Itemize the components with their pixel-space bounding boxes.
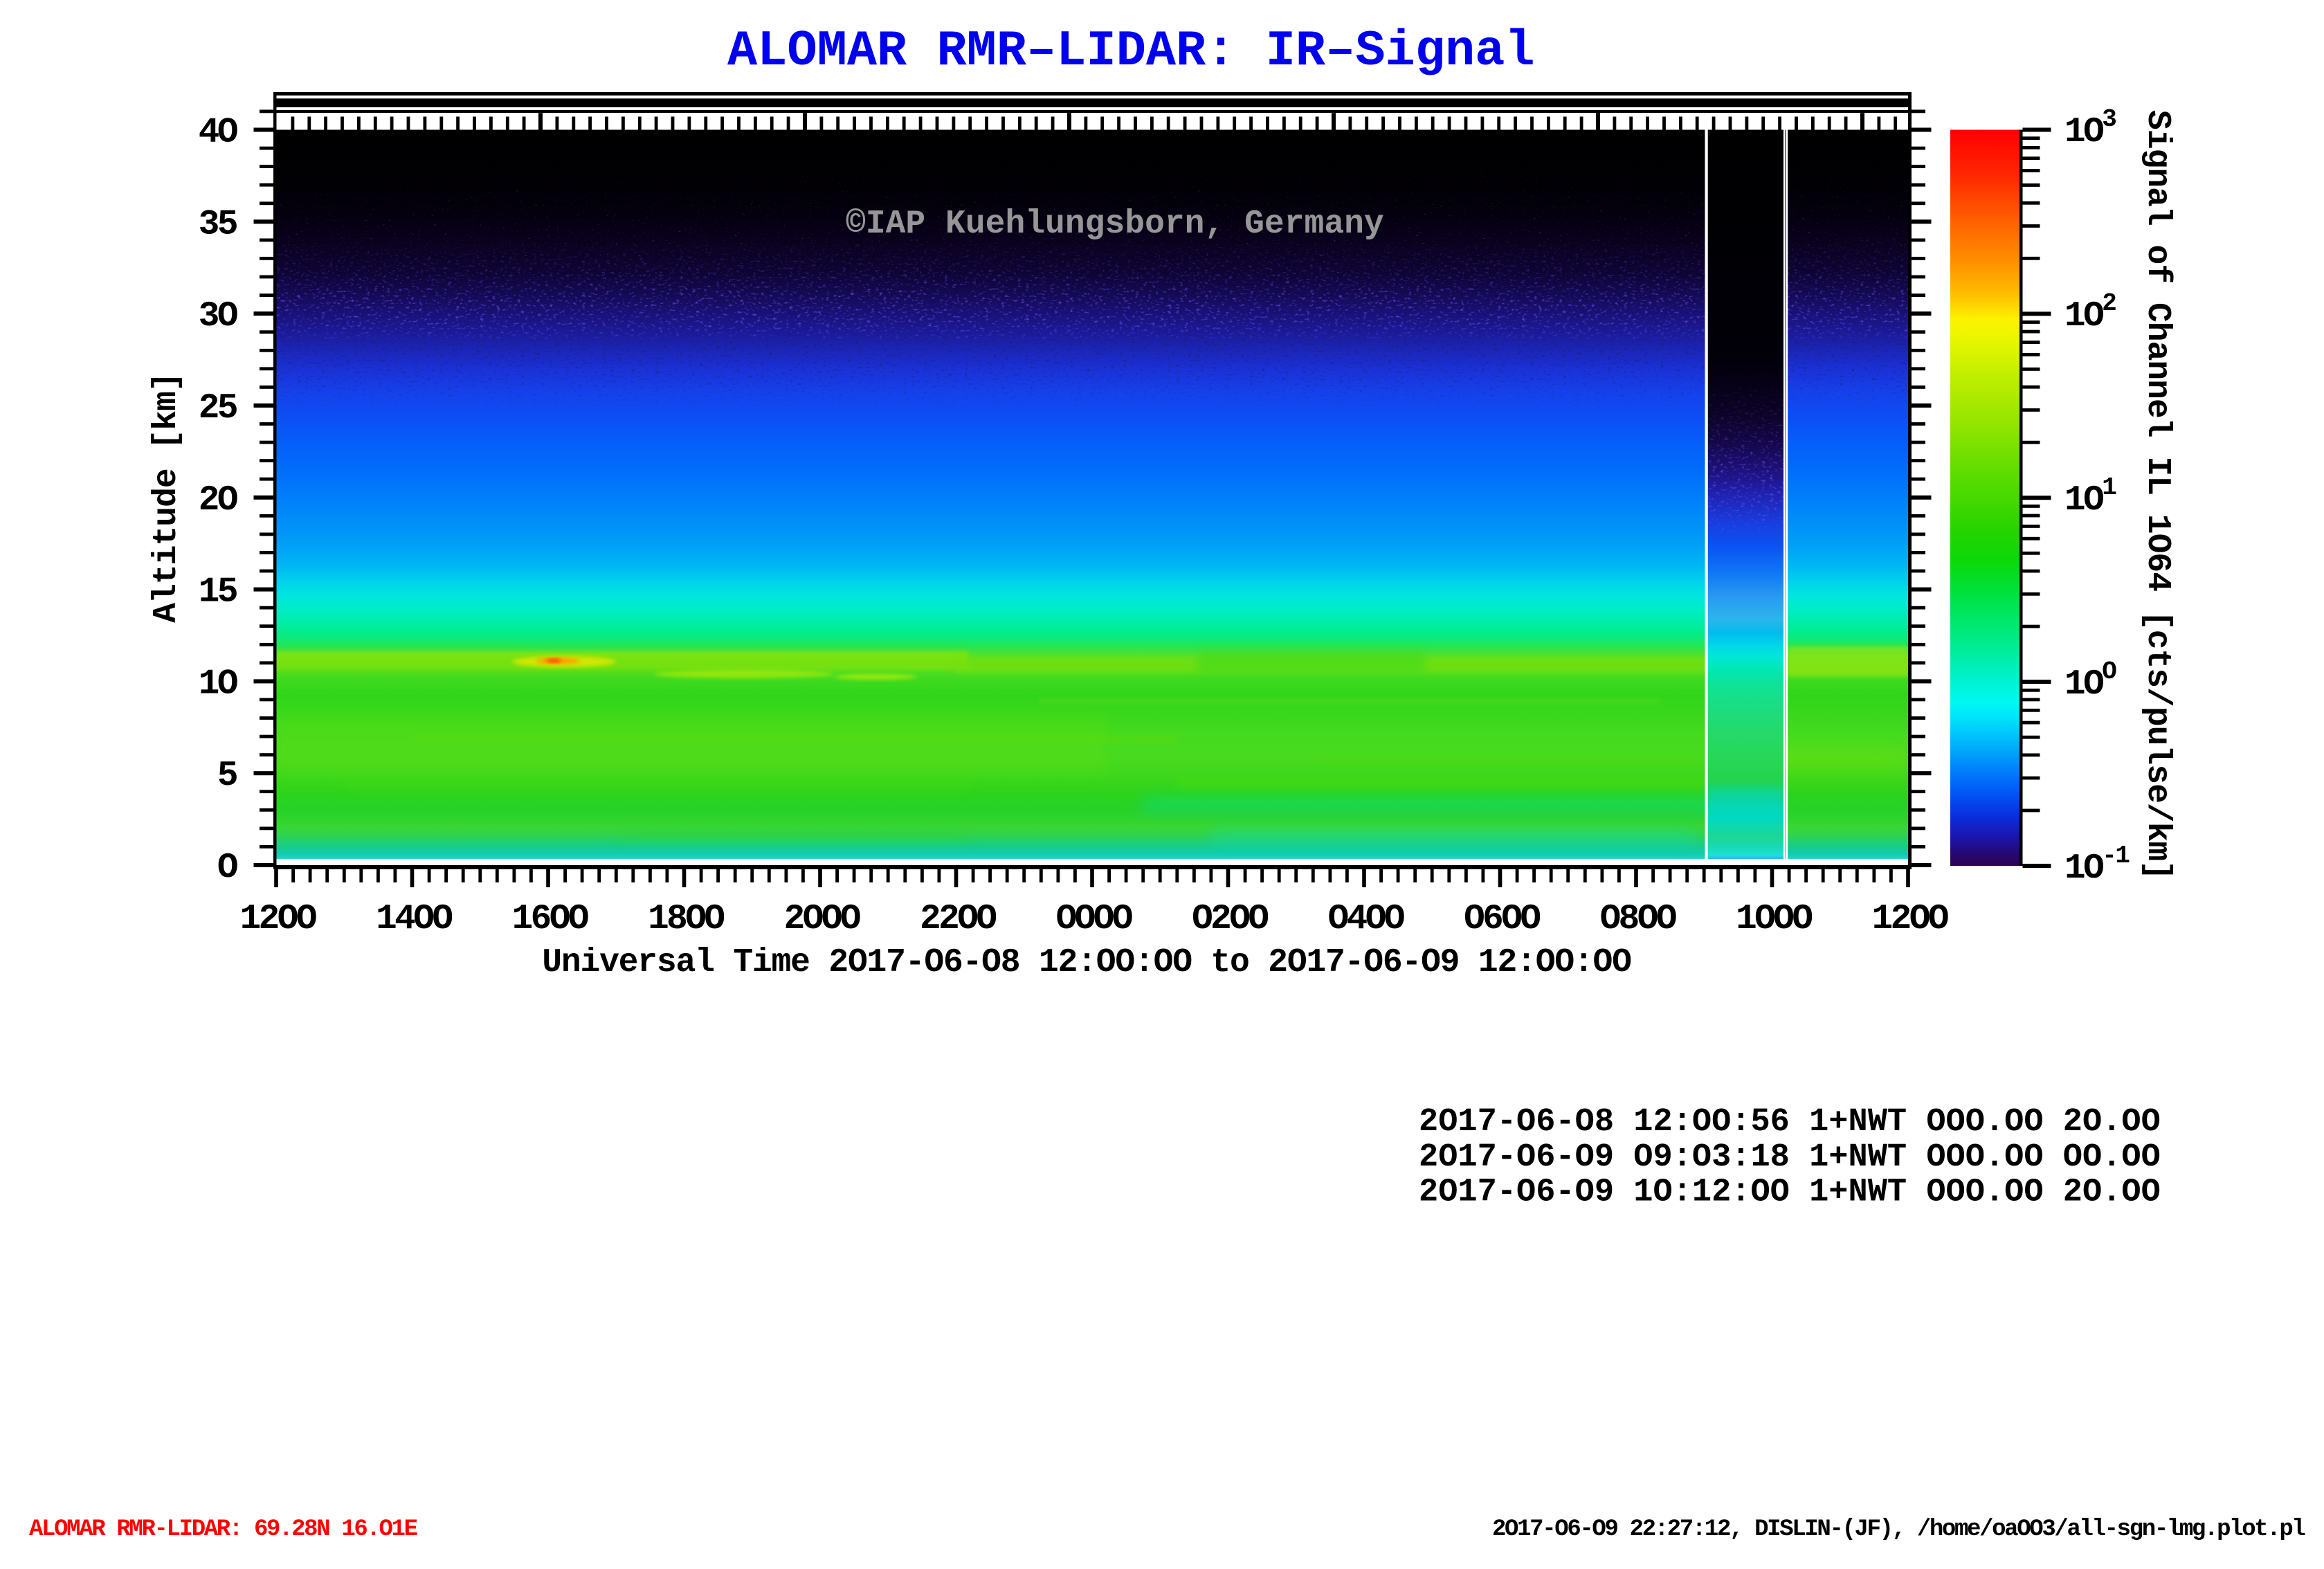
svg-text:O6OO: O6OO xyxy=(1464,900,1540,939)
svg-text:O8OO: O8OO xyxy=(1600,900,1676,939)
svg-text:35: 35 xyxy=(199,205,237,244)
svg-text:OOOO: OOOO xyxy=(1056,900,1132,939)
svg-text:25: 25 xyxy=(199,389,237,428)
svg-text:1OOO: 1OOO xyxy=(1736,900,1812,939)
svg-text:1O: 1O xyxy=(199,664,237,704)
svg-text:ALOMAR RMR-LIDAR: 69.28N 16.O1: ALOMAR RMR-LIDAR: 69.28N 16.O1E xyxy=(29,1516,418,1543)
svg-text:22OO: 22OO xyxy=(920,900,996,939)
svg-text:2O17-O6-O9 1O:12:OO 1+NWT OOO.: 2O17-O6-O9 1O:12:OO 1+NWT OOO.OO 2O.OO xyxy=(1419,1175,2161,1211)
svg-text:ALOMAR RMR–LIDAR: IR–Signal: ALOMAR RMR–LIDAR: IR–Signal xyxy=(727,23,1535,80)
svg-text:Altitude [km]: Altitude [km] xyxy=(148,372,185,622)
svg-text:3O: 3O xyxy=(199,297,237,336)
svg-text:12OO: 12OO xyxy=(240,900,316,939)
svg-text:12OO: 12OO xyxy=(1872,900,1948,939)
svg-text:16OO: 16OO xyxy=(512,900,588,939)
svg-text:2O17-O6-O8 12:OO:56 1+NWT OOO.: 2O17-O6-O8 12:OO:56 1+NWT OOO.OO 2O.OO xyxy=(1419,1104,2161,1141)
svg-text:18OO: 18OO xyxy=(648,900,724,939)
svg-text:4O: 4O xyxy=(199,114,237,153)
svg-text:O: O xyxy=(217,849,237,888)
svg-text:15: 15 xyxy=(199,573,237,613)
svg-text:Universal Time 2O17-O6-O8 12:O: Universal Time 2O17-O6-O8 12:OO:OO to 2O… xyxy=(542,944,1631,981)
svg-text:2OOO: 2OOO xyxy=(784,900,860,939)
svg-text:14OO: 14OO xyxy=(376,900,452,939)
svg-text:2O17-O6-O9 O9:O3:18 1+NWT OOO.: 2O17-O6-O9 O9:O3:18 1+NWT OOO.OO OO.OO xyxy=(1419,1139,2161,1176)
svg-text:O2OO: O2OO xyxy=(1192,900,1268,939)
svg-text:O4OO: O4OO xyxy=(1328,900,1404,939)
svg-text:2O17-O6-O9 22:27:12, DISLIN-(J: 2O17-O6-O9 22:27:12, DISLIN-(JF), /home/… xyxy=(1492,1516,2305,1543)
svg-text:2O: 2O xyxy=(199,481,237,520)
svg-text:5: 5 xyxy=(217,756,237,796)
svg-text:Signal of Channel IL 1O64 [cts: Signal of Channel IL 1O64 [cts/pulse/km] xyxy=(2139,110,2176,880)
svg-text:©IAP Kuehlungsborn, Germany: ©IAP Kuehlungsborn, Germany xyxy=(846,206,1384,243)
